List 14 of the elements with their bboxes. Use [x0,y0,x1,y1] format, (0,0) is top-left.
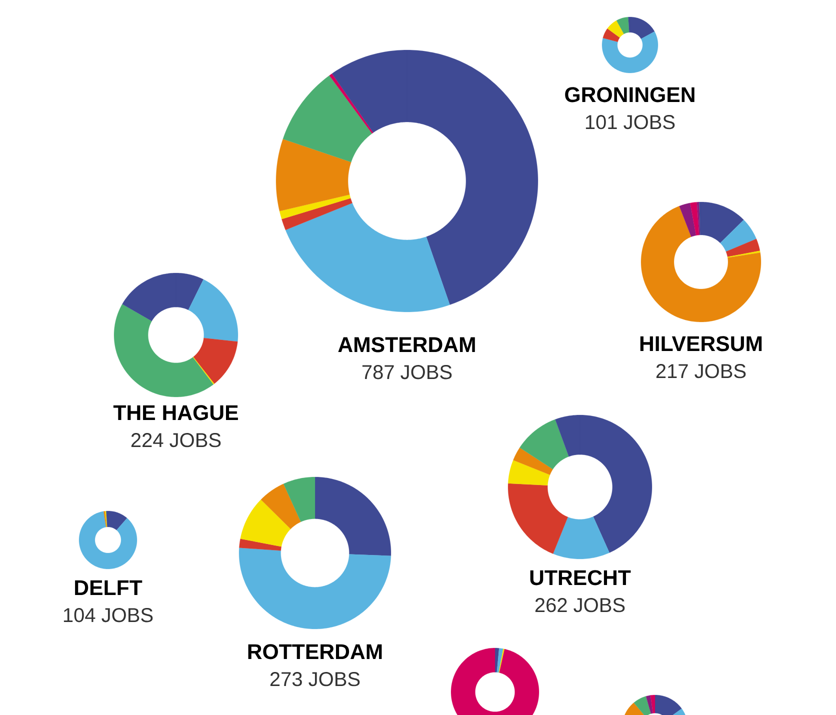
text: ROTTERDAM [248,644,382,660]
text: 273 JOBS [270,672,360,686]
text: 262 JOBS [535,598,625,612]
text: 787 JOBS [362,365,452,380]
text: HILVERSUM [640,336,762,352]
text: AMSTERDAM [338,337,475,352]
text: UTRECHT [530,570,631,586]
text: GRONINGEN [565,87,694,102]
text: 101 JOBS [586,115,675,130]
text: 224 JOBS [131,433,221,448]
text: THE HAGUE [113,405,238,420]
text: DELFT [75,580,142,595]
text: 104 JOBS [64,608,153,622]
text: 217 JOBS [656,364,746,378]
